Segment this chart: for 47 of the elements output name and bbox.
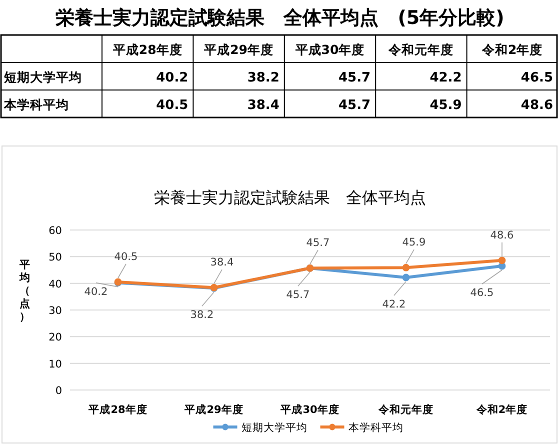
data-label: 45.7 — [338, 70, 371, 86]
y-tick-label: 40 — [48, 278, 62, 290]
chart-title: 栄養士実力認定試験結果 全体平均点 — [154, 188, 426, 207]
y-axis-title: 平均（点） — [18, 259, 30, 323]
data-label: 38.2 — [247, 70, 280, 86]
data-label: 38.4 — [247, 98, 280, 113]
data-label: 40.5 — [114, 251, 138, 263]
x-tick-label: 令和2年度 — [475, 403, 528, 416]
data-label: 40.2 — [84, 286, 108, 298]
y-tick-label: 10 — [48, 358, 62, 370]
data-label: 42.2 — [430, 70, 462, 86]
text: 短期大学平均 — [3, 69, 82, 84]
data-label: 38.2 — [190, 309, 214, 322]
x-tick-label: 平成30年度 — [280, 403, 340, 416]
y-tick-label: 20 — [48, 332, 62, 344]
data-label: 38.4 — [210, 256, 234, 269]
category-label: 平成28年度 — [112, 42, 182, 57]
category-label: 平成30年度 — [294, 42, 365, 57]
data-label: 48.6 — [490, 229, 514, 242]
legend-label: 短期大学平均 — [241, 421, 308, 434]
y-tick-label: 60 — [48, 225, 62, 237]
data-label: 46.5 — [470, 287, 494, 299]
data-label: 45.7 — [306, 237, 330, 250]
x-tick-label: 平成28年度 — [88, 403, 148, 416]
data-label: 45.7 — [338, 98, 371, 113]
y-tick-label: 50 — [48, 252, 62, 264]
data-label: 40.2 — [156, 70, 188, 86]
legend-label: 本学科平均 — [348, 421, 404, 434]
point — [498, 256, 506, 264]
point — [402, 274, 410, 282]
data-label: 46.5 — [520, 70, 553, 86]
point — [402, 264, 410, 272]
x-tick-label: 令和元年度 — [378, 403, 434, 416]
category-label: 令和元年度 — [388, 42, 454, 57]
y-tick-label: 0 — [55, 385, 62, 397]
data-label: 45.7 — [286, 289, 310, 302]
data-label: 45.9 — [402, 236, 426, 249]
text: 本学科平均 — [3, 96, 69, 112]
category-label: 令和2年度 — [481, 42, 543, 57]
data-label: 40.5 — [156, 98, 188, 113]
y-tick-label: 30 — [48, 305, 62, 317]
data-label: 42.2 — [382, 298, 406, 310]
category-label: 平成29年度 — [203, 42, 274, 57]
data-label: 48.6 — [520, 98, 553, 113]
x-tick-label: 平成29年度 — [184, 403, 244, 416]
data-label: 45.9 — [430, 98, 462, 113]
text: 栄養士実力認定試験結果 全体平均点 (5年分比較) — [56, 7, 504, 29]
